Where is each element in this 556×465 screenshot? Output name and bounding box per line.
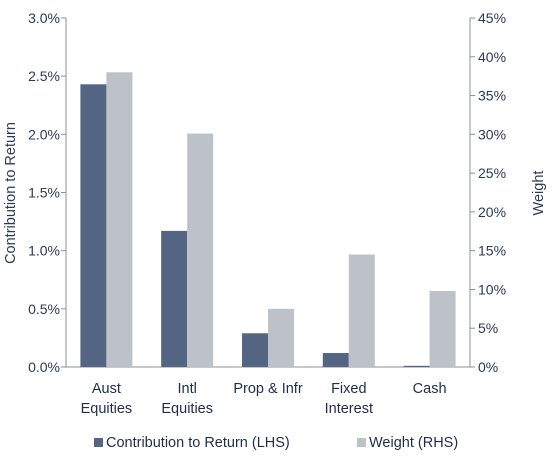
bar-weight	[348, 254, 375, 367]
bar-weight	[106, 72, 133, 368]
bar-contribution	[242, 333, 268, 367]
right-tick-label: 20%	[478, 204, 506, 220]
left-tick-label: 1.5%	[28, 185, 60, 201]
right-tick-label: 30%	[478, 126, 506, 142]
bar-weight	[268, 308, 294, 367]
bars	[80, 72, 456, 368]
right-axis-ticks: 0% 5% 10% 15% 20% 25% 30% 35% 40% 45%	[470, 10, 506, 375]
right-tick-label: 25%	[478, 165, 506, 181]
left-tick-label: 0.5%	[28, 301, 60, 317]
left-tick-label: 0.0%	[28, 359, 60, 375]
category-label: Prop & Infr	[233, 381, 302, 397]
right-tick-label: 10%	[478, 281, 506, 297]
category-label: Aust	[92, 381, 121, 397]
right-tick-label: 40%	[478, 49, 506, 65]
right-tick-label: 0%	[478, 359, 498, 375]
category-label: Equities	[81, 401, 133, 417]
right-tick-label: 35%	[478, 88, 506, 104]
bar-contribution	[322, 353, 349, 367]
left-axis-ticks: 0.0% 0.5% 1.0% 1.5% 2.0% 2.5% 3.0%	[28, 10, 66, 375]
right-tick-label: 15%	[478, 243, 506, 259]
right-axis-title: Weight	[531, 171, 547, 216]
left-tick-label: 2.0%	[28, 126, 60, 142]
left-tick-label: 2.5%	[28, 68, 60, 84]
category-label: Equities	[161, 401, 213, 417]
category-label: Cash	[413, 381, 447, 397]
legend: Contribution to Return (LHS) Weight (RHS…	[94, 435, 458, 451]
bar-contribution	[161, 230, 188, 367]
category-labels: Aust Equities Intl Equities Prop & Infr Fixed…	[81, 381, 447, 417]
left-axis-title: Contribution to Return	[3, 122, 19, 264]
bar-contribution	[403, 365, 430, 367]
bar-weight	[187, 133, 214, 367]
category-label: Interest	[325, 401, 373, 417]
legend-label-weight: Weight (RHS)	[369, 435, 458, 451]
bar-weight	[429, 290, 456, 367]
right-tick-label: 5%	[478, 320, 498, 336]
legend-swatch-weight	[357, 438, 366, 447]
right-tick-label: 45%	[478, 10, 506, 26]
legend-label-contribution: Contribution to Return (LHS)	[106, 435, 290, 451]
bar-contribution	[80, 84, 107, 367]
left-tick-label: 1.0%	[28, 243, 60, 259]
legend-swatch-contribution	[94, 438, 103, 447]
category-label: Intl	[178, 381, 197, 397]
category-label: Fixed	[331, 381, 366, 397]
left-tick-label: 3.0%	[28, 10, 60, 26]
